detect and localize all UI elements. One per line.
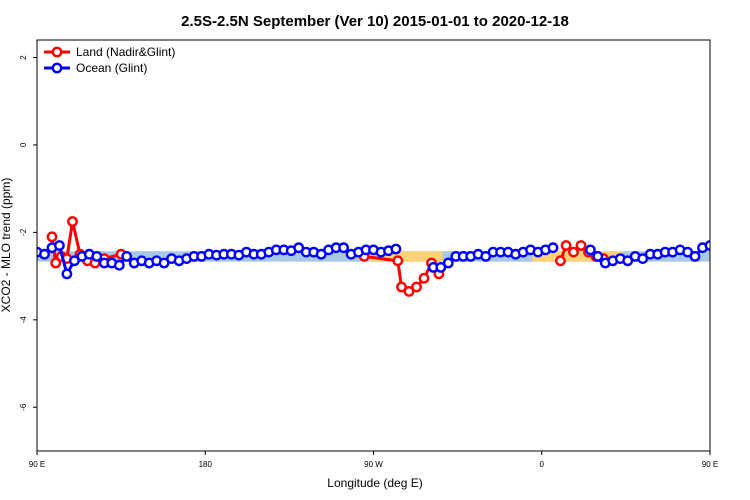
series-ocean-point [721,257,729,265]
y-tick-label: -2 [19,228,28,236]
series-ocean-point [54,240,65,251]
series-ocean-point [442,257,454,269]
series-ocean-point [338,242,349,254]
series-land-point [46,231,58,243]
x-tick-label: 0 [540,460,545,469]
series-ocean-point [736,250,744,258]
series-ocean-point [728,252,736,260]
x-tick-label: 90 E [702,460,718,469]
series-ocean-point [435,261,447,273]
y-tick-label: 2 [19,55,28,60]
x-axis-label: Longitude (deg E) [327,476,422,490]
x-axis: 90 E 180 90 W 0 90 E [29,451,718,469]
series-land-point [411,281,422,293]
band-land-0 [369,251,443,262]
legend-label-land: Land (Nadir&Glint) [76,45,175,59]
y-axis: 2 0 -2 -4 -6 [19,55,37,411]
series-land-point [418,272,430,284]
series-land-point [560,240,572,251]
series-land-point [568,246,579,258]
y-tick-label: 0 [19,142,28,147]
series-ocean-point [547,242,559,254]
legend-label-ocean: Ocean (Glint) [76,61,147,75]
series-land-point [403,285,415,297]
series-ocean-point [713,270,721,278]
series-land-point [392,255,404,267]
legend-marker-land [51,46,63,58]
series-ocean-point [390,243,402,255]
legend-marker-ocean [51,62,63,74]
series-ocean-point [158,257,170,269]
series-ocean-point [743,252,750,260]
series-ocean-point [69,255,80,267]
series-ocean-point [61,268,73,280]
series-ocean-point [689,250,701,262]
series-ocean-point [622,255,634,267]
y-tick-label: -6 [19,403,28,411]
series-ocean-point [39,248,50,260]
x-tick-label: 90 W [364,460,383,469]
chart-title: 2.5S-2.5N September (Ver 10) 2015-01-01 … [181,13,569,30]
band-land-1 [532,251,623,262]
x-tick-label: 180 [199,460,213,469]
series-ocean-point [293,242,305,254]
series-land-point [555,255,566,267]
legend: Land (Nadir&Glint) Ocean (Glint) [44,45,175,75]
series-ocean-point [113,259,125,271]
series-land-point [67,216,78,227]
series-layer [37,216,750,297]
series-ocean-point [585,244,596,256]
y-axis-label: XCO2 - MLO trend (ppm) [0,178,13,313]
series-ocean-point [91,250,103,262]
y-tick-label: -4 [19,316,28,324]
series-ocean-point [121,250,133,262]
series-ocean-point [592,250,604,262]
series-land-point [575,240,587,251]
series-land-point [50,257,62,269]
series-land-point [396,281,407,293]
series-ocean-point [637,253,649,265]
x-tick-label: 90 E [29,460,45,469]
